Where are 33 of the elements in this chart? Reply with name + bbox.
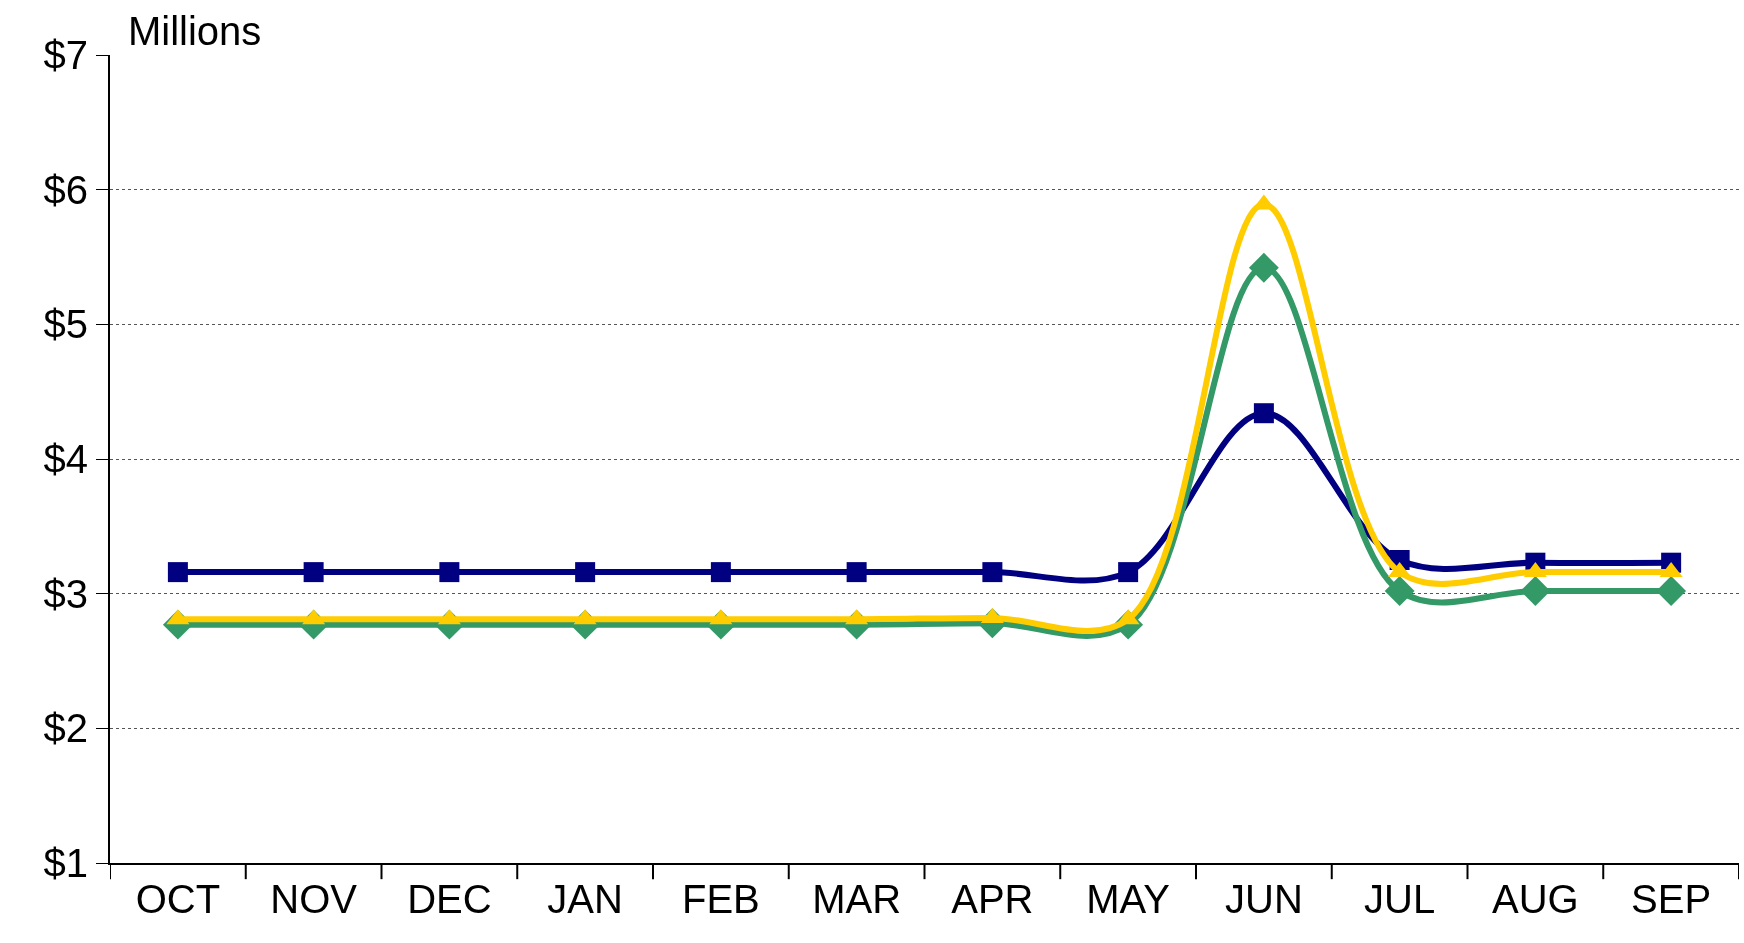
text: Millions <box>128 9 262 53</box>
x-tick-label: MAY <box>1086 877 1170 921</box>
y-tick-label: $6 <box>43 167 88 212</box>
point <box>439 562 460 583</box>
point <box>1520 576 1551 606</box>
point <box>1248 252 1279 283</box>
x-tick-label: JAN <box>547 877 623 921</box>
x-tick-label: AUG <box>1492 877 1579 921</box>
y-tick-label: $7 <box>43 33 88 77</box>
point <box>167 562 188 583</box>
point <box>846 562 867 583</box>
x-tick-label: JUL <box>1364 877 1436 921</box>
point <box>1656 576 1687 606</box>
x-tick-label: SEP <box>1631 877 1712 921</box>
y-tick-label: $3 <box>43 571 88 616</box>
point <box>1118 562 1139 583</box>
y-tick-label: $2 <box>43 706 88 751</box>
x-tick-label: DEC <box>407 877 492 921</box>
y-tick-label: $1 <box>43 841 88 885</box>
x-tick-label: APR <box>951 877 1034 921</box>
x-tick-label: JUN <box>1224 877 1303 921</box>
point <box>1253 403 1274 424</box>
y-tick-label: $4 <box>43 437 88 481</box>
y-tick-label: $5 <box>43 302 88 347</box>
point <box>575 562 596 583</box>
point <box>710 562 731 583</box>
point <box>1384 576 1415 606</box>
x-tick-label: NOV <box>270 877 358 921</box>
x-tick-label: MAR <box>812 877 902 921</box>
x-tick-label: FEB <box>681 877 760 921</box>
point <box>982 562 1003 583</box>
point <box>303 562 324 583</box>
x-tick-label: OCT <box>135 877 221 921</box>
